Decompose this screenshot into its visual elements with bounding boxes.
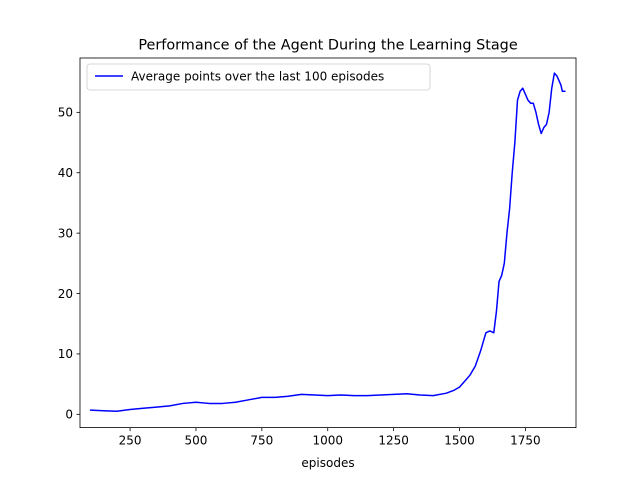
x-tick-label: 1250 xyxy=(378,434,409,448)
legend: Average points over the last 100 episode… xyxy=(86,63,431,91)
legend-box xyxy=(86,63,431,91)
x-tick-label: 1750 xyxy=(510,434,541,448)
x-tick-label: 1000 xyxy=(312,434,343,448)
y-tick-label: 30 xyxy=(58,226,73,240)
x-axis: 250 500 750 1000 1250 1500 1750 xyxy=(119,427,541,448)
y-tick-label: 0 xyxy=(65,408,73,422)
y-tick-label: 50 xyxy=(58,106,73,120)
y-tick-label: 10 xyxy=(58,347,73,361)
chart-title: Performance of the Agent During the Lear… xyxy=(138,38,517,54)
legend-label: Average points over the last 100 episode… xyxy=(131,70,384,84)
x-tick-label: 1500 xyxy=(444,434,475,448)
y-tick-label: 20 xyxy=(58,287,73,301)
x-tick-label: 750 xyxy=(250,434,273,448)
x-tick-label: 250 xyxy=(119,434,142,448)
y-axis: 0 10 20 30 40 50 xyxy=(58,106,80,422)
series-line-0 xyxy=(89,72,566,413)
x-axis-label: episodes xyxy=(301,456,354,470)
y-tick-label: 40 xyxy=(58,166,73,180)
x-tick-label: 500 xyxy=(185,434,208,448)
plot-area xyxy=(89,72,566,413)
